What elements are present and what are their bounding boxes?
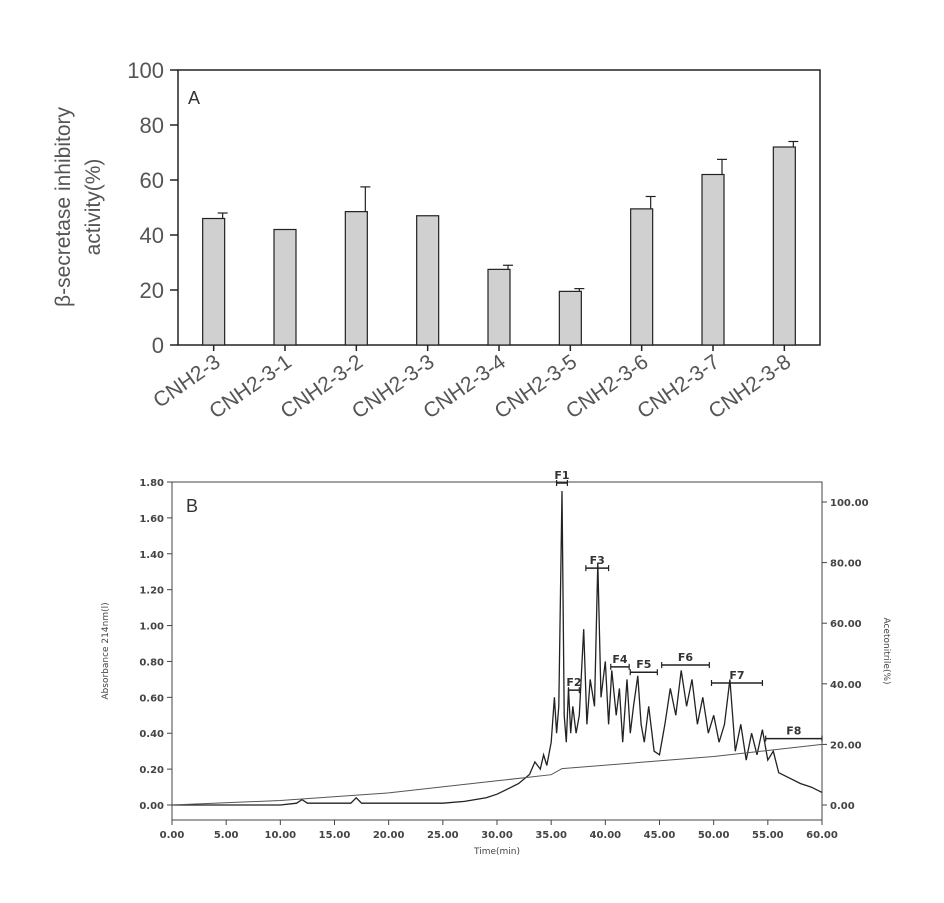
fraction-label: F8 [786,725,801,738]
x-tick-label: 25.00 [427,830,459,841]
y-tick-label: 20 [140,278,164,303]
x-tick-label: 20.00 [373,830,405,841]
x-tick-label: 5.00 [214,830,239,841]
fraction-label: F2 [566,676,581,689]
x-tick-label: 0.00 [160,830,185,841]
acetonitrile-gradient-line [171,743,823,806]
panel-b-fractions: F1 F2 F3 F4 F5 F6 F7 F8 [554,469,823,742]
left-y-tick-label: 1.80 [139,478,164,489]
bar [558,290,582,346]
x-tick-label: 30.00 [481,830,513,841]
right-y-tick-label: 40.00 [830,680,862,691]
right-y-tick-label: 0.00 [830,801,855,812]
x-tick-label: 50.00 [698,830,730,841]
fraction-label: F7 [729,669,744,682]
left-y-tick-label: 1.00 [139,622,164,633]
left-y-tick-label: 0.20 [139,765,164,776]
fraction-label: F1 [554,469,569,482]
right-y-tick-label: 20.00 [830,740,862,751]
x-tick-label: 60.00 [806,830,838,841]
panel-a-y-axis: 0 20 40 60 80 100 [127,58,178,358]
fraction-label: F4 [612,653,628,666]
bar [273,228,297,346]
left-y-tick-label: 0.00 [139,801,164,812]
left-y-tick-label: 1.60 [139,514,164,525]
bar [630,208,654,346]
panel-b-left-y-axis: 0.00 0.20 0.40 0.60 0.80 1.00 1.20 1.40 1.60 1.80 [139,478,172,812]
x-tick-label: 45.00 [644,830,676,841]
panel-b-x-axis: 0.00 5.00 10.00 15.00 20.00 25.00 30.00 35.00 40… [160,820,838,841]
panel-b-series [171,490,823,806]
x-tick-label: 55.00 [752,830,784,841]
right-y-tick-label: 60.00 [830,619,862,630]
bar [487,268,511,346]
bar [202,217,226,346]
absorbance-trace-line [172,490,823,806]
left-y-tick-label: 0.60 [139,693,164,704]
y-tick-label: 100 [127,58,164,83]
panel-b-plot-frame [171,481,823,821]
panel-b-right-axis-label: Acetonitrile(%) [881,617,891,684]
y-tick-label: 60 [140,168,164,193]
fraction-label: F5 [636,658,651,671]
right-y-tick-label: 100.00 [830,498,869,509]
y-tick-label: 80 [140,113,164,138]
bar-chart-panel-a: A β-secretase inhibitory activity(%) 0 20… [52,58,821,423]
bar [416,215,440,346]
panel-b-right-y-axis: 0.00 20.00 40.00 60.00 80.00 100.00 [822,498,869,812]
y-tick-label: 0 [152,333,164,358]
left-y-tick-label: 1.20 [139,586,164,597]
left-y-tick-label: 0.40 [139,729,164,740]
panel-b-label: B [186,496,198,516]
panel-a-y-axis-label-line2: activity(%) [82,159,105,256]
x-tick-label: 40.00 [590,830,622,841]
right-y-tick-label: 80.00 [830,559,862,570]
y-tick-label: 40 [140,223,164,248]
fraction-label: F3 [590,554,605,567]
panel-a-y-axis-label-line1: β-secretase inhibitory [52,107,75,307]
bar [772,146,796,346]
panel-b-x-axis-label: Time(min) [473,847,520,857]
chromatogram-panel-b: B Time(min) Absorbance 214nm(l) Acetonit… [101,469,891,857]
x-tick-label: 15.00 [319,830,351,841]
left-y-tick-label: 0.80 [139,657,164,668]
panel-b-left-axis-label: Absorbance 214nm(l) [101,602,111,699]
x-tick-label: 10.00 [265,830,297,841]
x-tick-label: 35.00 [535,830,567,841]
fraction-label: F6 [678,651,694,664]
bar [344,211,368,346]
panel-a-x-axis: CNH2-3CNH2-3-1CNH2-3-2CNH2-3-3CNH2-3-4CN… [149,345,795,423]
panel-a-label: A [188,88,200,108]
left-y-tick-label: 1.40 [139,550,164,561]
panel-a-bars [202,140,799,346]
bar [701,173,725,346]
